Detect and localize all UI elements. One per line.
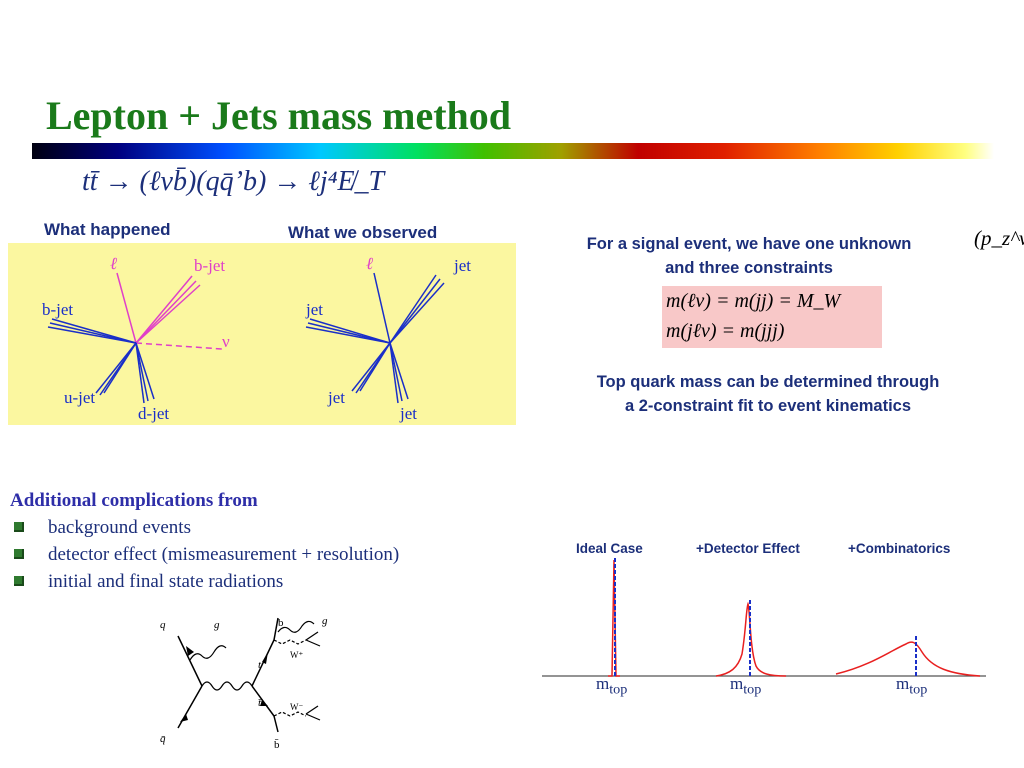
ideal-case-caption: Ideal Case	[576, 541, 643, 556]
mtop-label-2: mtop	[730, 674, 762, 698]
what-happened-diagram: ℓ b-jet b-jet ν u-jet d-jet	[42, 254, 230, 423]
bjet-top-label: b-jet	[194, 256, 225, 275]
combinatorics-caption: +Combinatorics	[848, 541, 951, 556]
obs-jet-top-label: jet	[453, 256, 471, 275]
fit-note-line1: Top quark mass can be determined through	[596, 373, 940, 391]
obs-jet-bl-label: jet	[327, 388, 345, 407]
mtop-label-1: mtop	[596, 674, 628, 698]
rainbow-divider	[32, 143, 994, 159]
feyn-qbar-label: q̄	[160, 733, 166, 745]
feynman-diagram: q g q̄ t t̄ b g W⁺ W⁻ b̄	[160, 615, 328, 751]
feyn-b-bottom-label: b̄	[274, 739, 280, 751]
complication-item: detector effect (mismeasurement + resolu…	[14, 544, 399, 566]
what-observed-diagram: ℓ jet jet jet jet	[305, 254, 471, 423]
combinatorics-curve	[835, 641, 981, 677]
djet-label: d-jet	[138, 404, 169, 423]
obs-lepton-track	[373, 272, 391, 344]
ujet-track-3	[103, 342, 137, 394]
event-diagram-panel: ℓ b-jet b-jet ν u-jet d-jet ℓ jet jet je	[8, 243, 516, 425]
obs-jet-b-2	[389, 342, 409, 400]
constraint-2: m(jℓν) = m(jjj)	[666, 320, 785, 342]
decay-formula: tt̄ → (ℓνb̄)(qq̄’b) → ℓj⁴E̸_T	[82, 166, 385, 197]
obs-jet-b-3	[389, 342, 399, 404]
obs-jet-top-2	[389, 282, 445, 344]
constraint-box: m(ℓν) = m(jj) = M_W m(jℓν) = m(jjj)	[662, 286, 882, 348]
what-observed-heading: What we observed	[288, 223, 438, 242]
feyn-tbar-label: t̄	[258, 697, 262, 709]
obs-jet-b-label: jet	[399, 404, 417, 423]
feyn-g-right-label: g	[322, 615, 328, 627]
detector-curve	[715, 601, 787, 677]
feyn-b-top-label: b	[278, 617, 284, 629]
detector-effect-caption: +Detector Effect	[696, 541, 800, 556]
bjet-track-2	[135, 284, 201, 344]
feyn-q-label: q	[160, 619, 166, 631]
signal-note: For a signal event, we have one unknown …	[524, 232, 974, 280]
feyn-g-left-label: g	[214, 619, 220, 631]
bjet-left-track-2	[51, 318, 137, 344]
bjet-track-1	[135, 280, 197, 344]
what-happened-heading: What happened	[44, 220, 171, 239]
obs-jet-left-label: jet	[305, 300, 323, 319]
signal-note-line1: For a signal event, we have one unknown	[586, 235, 912, 253]
constraint-1: m(ℓν) = m(jj) = M_W	[666, 290, 841, 312]
lepton-track	[116, 272, 137, 344]
bjet-left-label: b-jet	[42, 300, 73, 319]
lepton-label: ℓ	[110, 254, 117, 273]
fit-note: Top quark mass can be determined through…	[520, 370, 1016, 418]
ujet-label: u-jet	[64, 388, 95, 407]
obs-jet-left-2	[309, 318, 391, 344]
complications-heading: Additional complications from	[10, 490, 258, 511]
neutrino-track	[135, 342, 223, 350]
bullet-square-icon	[14, 549, 24, 559]
unknown-pz-symbol: (p_z^ν)	[974, 226, 1024, 250]
obs-jet-left-3	[305, 326, 391, 344]
feyn-w-bottom-label: W⁻	[290, 702, 303, 712]
djet-track-2	[135, 342, 155, 400]
mass-distributions	[542, 558, 986, 677]
fit-note-line2: a 2-constraint fit to event kinematics	[624, 397, 912, 415]
feyn-w-top-label: W⁺	[290, 650, 303, 660]
bjet-track-3	[135, 275, 193, 344]
bjet-left-track-3	[47, 326, 137, 344]
signal-note-line2: and three constraints	[665, 259, 833, 277]
slide-title: Lepton + Jets mass method	[46, 93, 512, 138]
obs-jet-bl-3	[359, 342, 391, 392]
complication-item: initial and final state radiations	[14, 571, 283, 593]
obs-jet-top-1	[389, 278, 441, 344]
obs-jet-top-3	[389, 274, 437, 344]
feyn-t-label: t	[258, 659, 262, 671]
bullet-square-icon	[14, 576, 24, 586]
event-diagrams: ℓ b-jet b-jet ν u-jet d-jet ℓ jet jet je	[42, 254, 471, 423]
djet-track-3	[135, 342, 145, 404]
complication-item: background events	[14, 517, 191, 539]
neutrino-label: ν	[222, 332, 230, 351]
bullet-square-icon	[14, 522, 24, 532]
obs-lepton-label: ℓ	[366, 254, 373, 273]
mtop-label-3: mtop	[896, 674, 928, 698]
